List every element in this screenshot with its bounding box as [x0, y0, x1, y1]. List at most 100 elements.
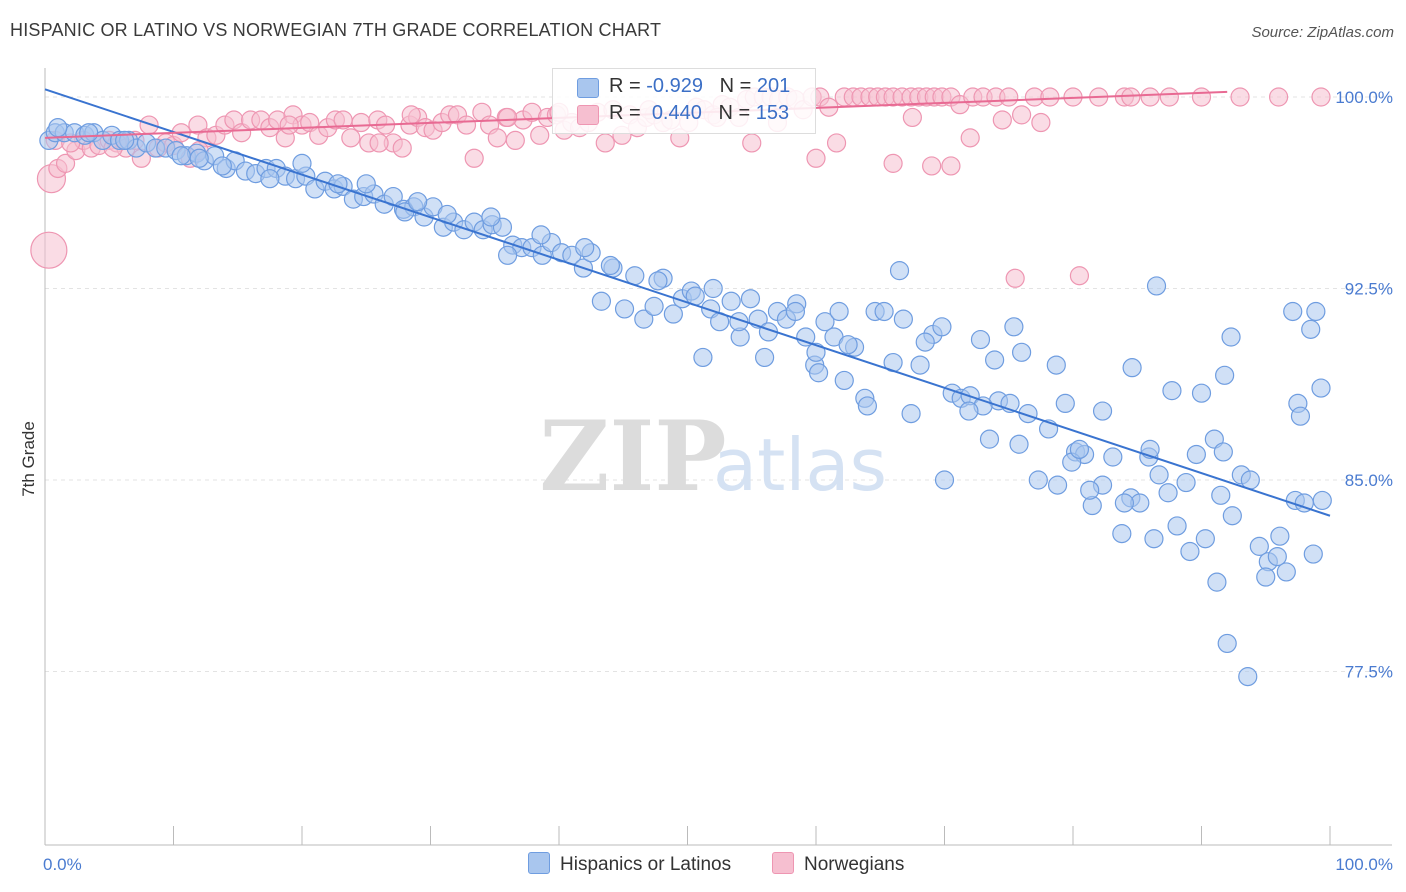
legend-n-value: 201: [756, 75, 791, 97]
norwegians-point: [1069, 266, 1090, 286]
hispanics-point: [1011, 342, 1032, 362]
norwegians-point: [55, 153, 76, 173]
norwegians-point: [1159, 87, 1179, 107]
hispanics-point: [663, 304, 683, 324]
hispanics-point: [408, 192, 428, 212]
hispanics-point: [1146, 276, 1167, 296]
norwegians-point: [401, 105, 421, 125]
legend-n-value: 153: [755, 102, 790, 124]
hispanics-swatch: [577, 78, 599, 98]
norwegians-point: [742, 133, 762, 153]
hispanics-point: [970, 329, 991, 350]
norwegians-point: [1230, 87, 1250, 107]
hispanics-point: [915, 332, 935, 352]
hispanics-point: [1004, 317, 1024, 337]
hispanics-point: [1122, 358, 1142, 378]
hispanics-point: [1149, 465, 1169, 485]
hispanics-point: [634, 309, 654, 329]
hispanics-point: [1018, 404, 1038, 424]
hispanics-point: [1144, 529, 1164, 549]
norwegians-point: [30, 231, 68, 269]
norwegians-point: [456, 115, 477, 135]
hispanics-point: [212, 156, 232, 176]
hispanics-point: [932, 317, 952, 337]
legend-r-label: R =: [609, 102, 647, 124]
hispanics-point: [934, 470, 955, 490]
hispanics-point: [531, 225, 551, 245]
norwegians-point: [464, 148, 484, 168]
grid-lines: [45, 96, 1392, 672]
norwegians-point: [341, 128, 361, 148]
norwegians-point: [826, 133, 847, 153]
hispanics-point: [1267, 546, 1287, 567]
hispanics-point: [1055, 393, 1075, 413]
norwegians-point: [922, 156, 942, 176]
hispanics-point: [171, 146, 191, 166]
hispanics-point: [1221, 327, 1241, 347]
hispanics-point: [1176, 472, 1196, 493]
hispanics-point: [1047, 475, 1068, 495]
hispanics-point: [1290, 406, 1311, 426]
norwegians-point: [595, 133, 615, 153]
hispanics-point: [808, 363, 829, 383]
hispanics-point: [1303, 544, 1323, 564]
hispanics-point: [1217, 633, 1237, 654]
norwegians-point: [1031, 112, 1051, 133]
hispanics-trend-line: [44, 88, 1331, 517]
norwegians-point: [351, 112, 371, 133]
hispanics-point: [1213, 442, 1233, 462]
norwegians-point: [883, 153, 903, 173]
hispanics-point: [648, 271, 668, 291]
legend-n-label: N =: [718, 102, 756, 124]
hispanics-point: [614, 299, 635, 319]
y-tick-label: 100.0%: [1335, 88, 1393, 107]
tick-labels: 100.0% 92.5% 85.0% 77.5% 0.0% 100.0% 7th Grade: [19, 88, 1393, 874]
hispanics-point: [1112, 524, 1132, 544]
hispanics-point: [815, 312, 835, 332]
norwegians-point: [487, 128, 507, 148]
norwegians-point: [369, 133, 389, 153]
hispanics-points: [39, 118, 1332, 687]
norwegians-point: [392, 138, 412, 158]
hispanics-point: [260, 169, 280, 189]
norwegians-point: [1140, 87, 1160, 107]
legend-r-label: R =: [609, 75, 647, 97]
hispanics-point: [910, 355, 930, 375]
hispanics-point: [1186, 444, 1206, 465]
hispanics-point: [1158, 483, 1178, 503]
x-tick-label: 0.0%: [43, 855, 82, 874]
norwegians-point: [1011, 105, 1032, 125]
hispanics-point: [189, 148, 209, 168]
norwegians-point: [806, 148, 826, 168]
hispanics-point: [1301, 319, 1321, 339]
hispanics-point: [1195, 529, 1215, 549]
norwegians-point: [279, 115, 299, 135]
norwegians-point: [498, 107, 518, 128]
hispanics-point: [1215, 365, 1235, 385]
norwegians-point: [902, 107, 922, 128]
hispanics-point: [829, 301, 849, 322]
hispanics-point: [600, 255, 621, 276]
hispanics-point: [901, 404, 921, 424]
hispanics-point: [1162, 381, 1182, 401]
hispanics-point: [1270, 526, 1290, 546]
legend-n-label: N =: [719, 75, 757, 97]
norwegians-point: [1268, 87, 1289, 107]
hispanics-point: [1009, 434, 1029, 454]
hispanics-point: [796, 327, 816, 347]
hispanics-point: [785, 301, 806, 322]
y-tick-label: 77.5%: [1345, 663, 1393, 682]
hispanics-point: [356, 174, 376, 194]
hispanics-point: [1276, 562, 1296, 582]
hispanics-point: [693, 347, 713, 368]
hispanics-point: [754, 347, 775, 368]
hispanics-point: [889, 261, 910, 281]
y-tick-label: 92.5%: [1345, 280, 1393, 299]
hispanics-legend-label: Hispanics or Latinos: [560, 854, 732, 875]
hispanics-point: [838, 335, 858, 355]
hispanics-point: [1211, 485, 1231, 505]
hispanics-point: [703, 278, 723, 299]
bottom-legend-norwegians: Norwegians: [772, 852, 904, 876]
norwegians-point: [1121, 87, 1141, 107]
norwegians-point: [505, 130, 525, 151]
